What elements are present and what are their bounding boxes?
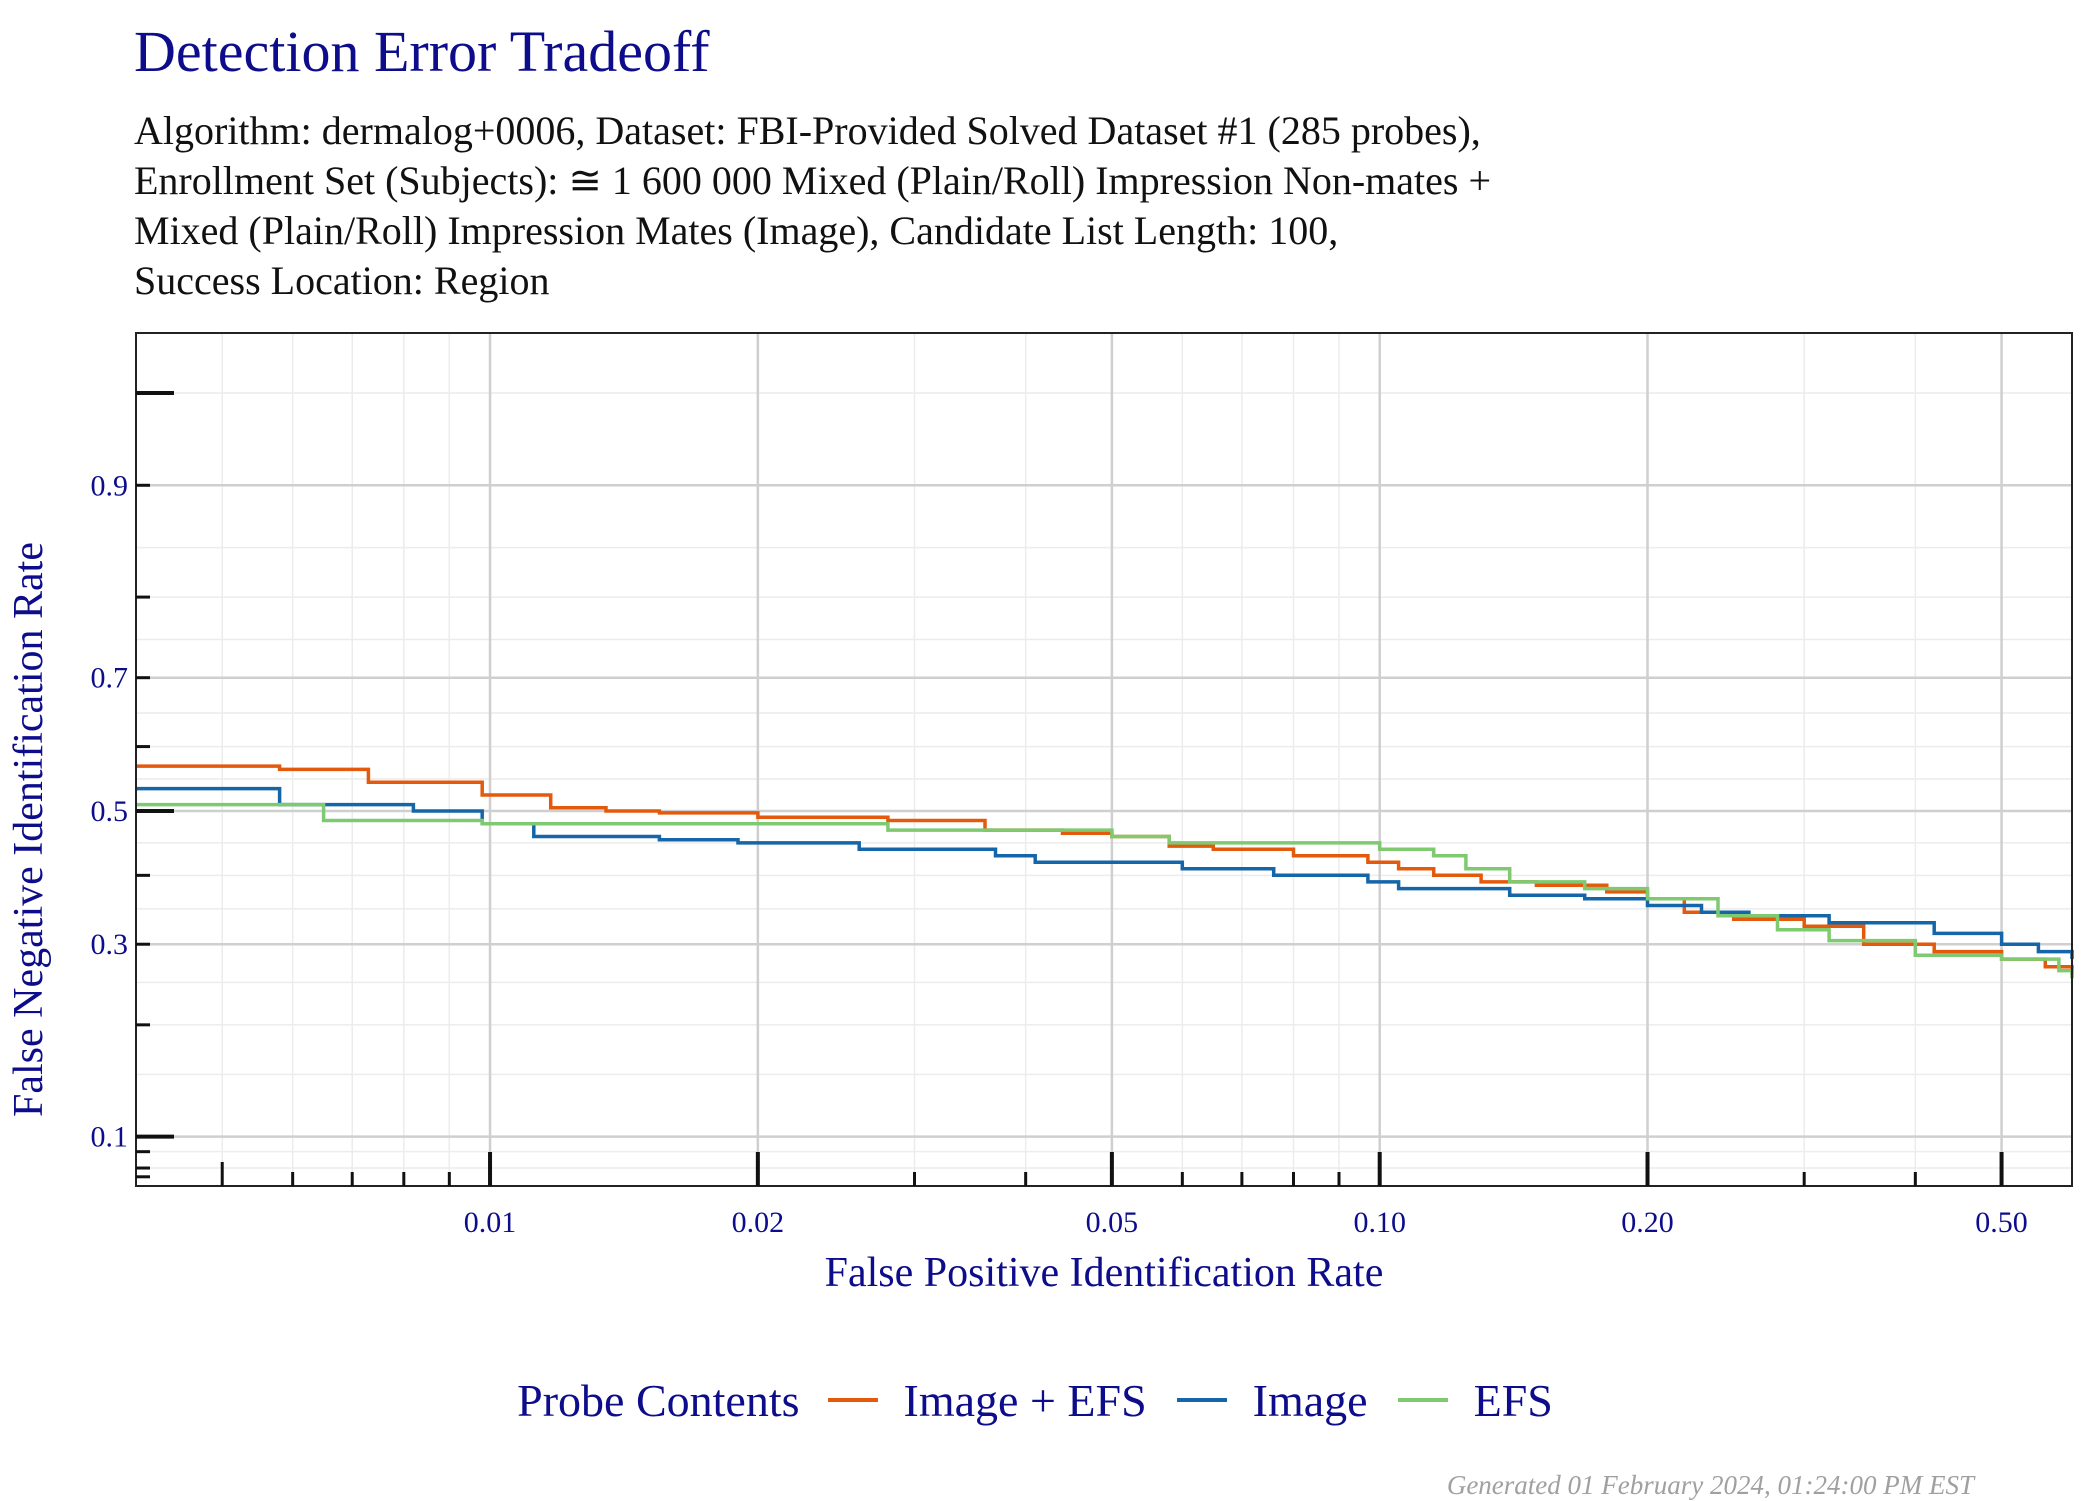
series-line-image-efs xyxy=(136,764,2074,975)
subtitle-line: Mixed (Plain/Roll) Impression Mates (Ima… xyxy=(134,208,1339,253)
series-line-efs xyxy=(136,802,2074,979)
legend-item-image-efs: Image + EFS xyxy=(827,1374,1147,1427)
legend-label: EFS xyxy=(1473,1374,1553,1426)
x-tick-label: 0.50 xyxy=(1975,1206,2028,1239)
y-tick-label: 0.7 xyxy=(91,662,129,695)
legend-swatch xyxy=(1176,1398,1227,1402)
y-tick-label: 0.9 xyxy=(91,469,129,502)
legend-title: Probe Contents xyxy=(517,1374,800,1426)
plot-border xyxy=(135,332,2073,1187)
legend-swatch xyxy=(827,1398,878,1402)
x-axis-label: False Positive Identification Rate xyxy=(825,1250,1384,1296)
legend-label: Image + EFS xyxy=(903,1374,1147,1426)
legend-swatch xyxy=(1397,1398,1448,1402)
legend-item-efs: EFS xyxy=(1397,1374,1553,1427)
y-tick-label: 0.3 xyxy=(91,928,129,961)
legend-item-image: Image xyxy=(1176,1374,1368,1427)
chart-title: Detection Error Tradeoff xyxy=(134,19,710,84)
series-line-image xyxy=(136,786,2074,960)
x-tick-label: 0.02 xyxy=(732,1206,785,1239)
legend-label: Image xyxy=(1252,1374,1368,1426)
subtitle-line: Enrollment Set (Subjects): ≅ 1 600 000 M… xyxy=(134,158,1492,203)
x-tick-label: 0.20 xyxy=(1621,1206,1674,1239)
generated-footer: Generated 01 February 2024, 01:24:00 PM … xyxy=(1446,1470,1974,1500)
x-tick-label: 0.10 xyxy=(1353,1206,1406,1239)
subtitle-line: Success Location: Region xyxy=(134,258,550,303)
x-tick-label: 0.05 xyxy=(1086,1206,1139,1239)
y-tick-label: 0.1 xyxy=(91,1121,129,1154)
y-axis-label: False Negative Identification Rate xyxy=(6,542,52,1117)
y-tick-label: 0.5 xyxy=(91,795,129,828)
legend: Probe Contents Image + EFS Image EFS xyxy=(0,1370,2100,1430)
chart-subtitle: Algorithm: dermalog+0006, Dataset: FBI-P… xyxy=(134,106,1491,306)
x-tick-label: 0.01 xyxy=(464,1206,517,1239)
subtitle-line: Algorithm: dermalog+0006, Dataset: FBI-P… xyxy=(134,108,1481,153)
